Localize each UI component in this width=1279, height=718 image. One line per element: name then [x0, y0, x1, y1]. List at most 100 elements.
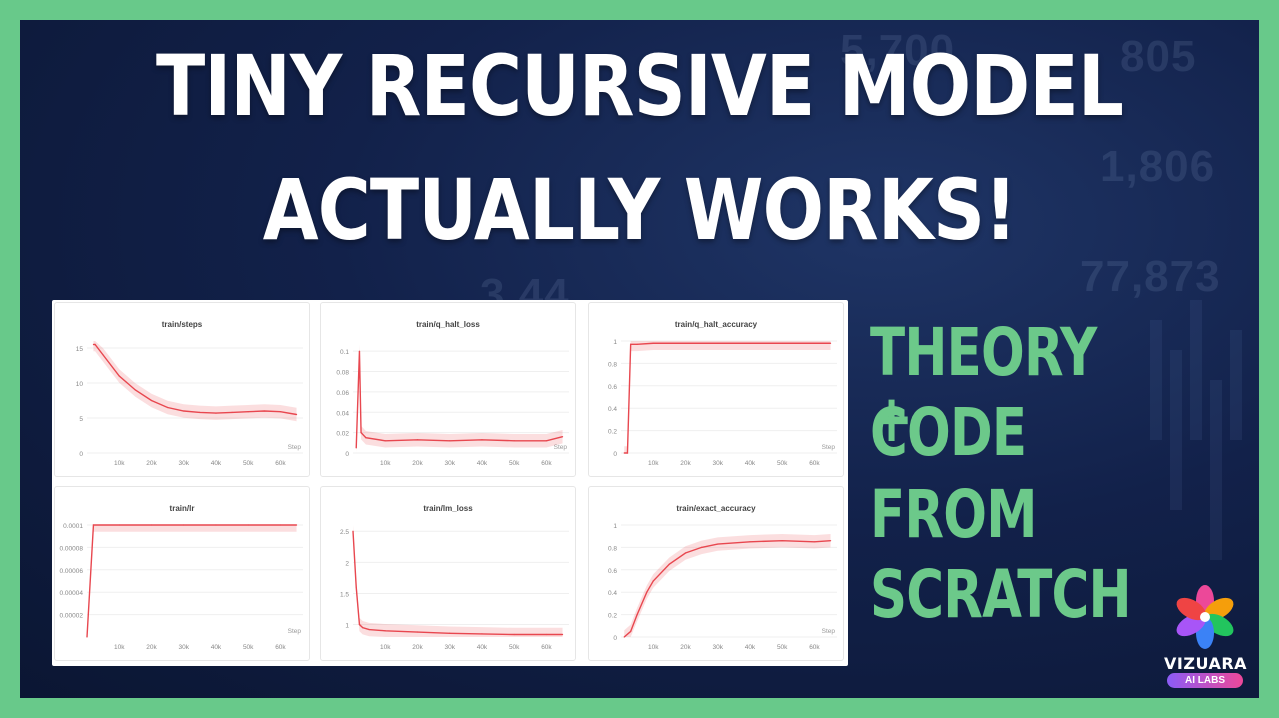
data-point — [646, 591, 648, 593]
y-tick-label: 1 — [345, 623, 349, 630]
data-point — [215, 412, 217, 414]
data-point — [545, 440, 548, 442]
bg-bar — [1190, 300, 1202, 440]
chart-lr: 0.00002 0.00004 0.00006 0.00008 0.0001 10k 20k… — [60, 523, 303, 651]
data-point — [215, 524, 217, 526]
data-point — [717, 543, 719, 545]
data-point — [636, 614, 638, 616]
x-tick-label: 30k — [712, 460, 723, 467]
data-point — [652, 580, 654, 582]
x-tick-label: 60k — [541, 644, 552, 651]
bg-bar — [1230, 330, 1242, 440]
y-tick-label: 0.8 — [608, 545, 617, 552]
data-point — [623, 452, 625, 454]
x-tick-label: 60k — [541, 460, 552, 467]
chart-title: train/lr — [169, 504, 195, 513]
data-point — [626, 452, 629, 454]
y-tick-label: 0.04 — [336, 410, 349, 417]
series-band — [624, 533, 831, 637]
x-tick-label: 10k — [648, 460, 659, 467]
data-point — [545, 633, 548, 636]
x-tick-label: 40k — [477, 460, 488, 467]
data-point — [813, 342, 816, 344]
chart-title: train/exact_accuracy — [676, 504, 756, 513]
data-point — [749, 541, 751, 543]
y-tick-label: 1.5 — [340, 591, 349, 598]
x-tick-label: 30k — [444, 460, 455, 467]
data-point — [86, 636, 88, 638]
bg-bar — [1150, 320, 1162, 440]
bg-number: 1,806 — [1100, 142, 1216, 191]
data-point — [717, 342, 719, 344]
side-text-theory: THEORY + — [870, 314, 1097, 457]
data-point — [513, 440, 515, 442]
series-line — [86, 524, 297, 638]
data-point — [813, 541, 816, 543]
x-tick-label: 10k — [380, 644, 391, 651]
y-tick-label: 0.2 — [608, 429, 617, 436]
data-point — [118, 375, 120, 377]
bg-bar — [1170, 350, 1182, 510]
data-point — [384, 630, 386, 632]
series-line — [93, 343, 297, 416]
x-tick-label: 40k — [211, 460, 222, 467]
data-point — [166, 406, 169, 409]
data-point — [134, 389, 136, 391]
x-tick-label: 20k — [680, 644, 691, 651]
y-tick-label: 0.00004 — [60, 590, 84, 597]
x-tick-label: 60k — [275, 460, 286, 467]
series-line — [355, 351, 563, 448]
x-tick-label: 60k — [809, 460, 820, 467]
headline-line-1: TINY RECURSIVE MODEL — [155, 37, 1124, 135]
data-point — [630, 630, 632, 632]
data-point — [358, 350, 361, 352]
y-tick-label: 0.00002 — [60, 613, 84, 620]
data-point — [150, 524, 153, 526]
chart-panel-steps: train/steps 0 5 10 15 10k 20k 30k 40k 50k 60k Step — [54, 302, 310, 477]
data-point — [263, 410, 265, 412]
y-tick-label: 0.6 — [608, 384, 617, 391]
data-point — [199, 411, 201, 413]
data-point — [358, 623, 361, 626]
chart-panel-exact-accuracy: train/exact_accuracy 0 0.2 0.4 0.6 0.8 1 10k 20… — [588, 486, 844, 661]
x-tick-label: 40k — [745, 644, 756, 651]
y-tick-label: 0.4 — [608, 406, 617, 413]
x-tick-label: 50k — [777, 644, 788, 651]
data-point — [279, 411, 282, 413]
side-text-scratch: SCRATCH — [870, 556, 1132, 633]
brand-tagline: AI LABS — [1167, 673, 1243, 688]
y-tick-label: 0.06 — [336, 390, 349, 397]
y-tick-label: 0.4 — [608, 590, 617, 597]
y-tick-label: 0.00008 — [60, 545, 84, 552]
x-axis-label: Step — [822, 444, 836, 451]
data-point — [684, 342, 687, 344]
y-tick-label: 1 — [613, 339, 617, 346]
data-point — [183, 410, 185, 412]
x-tick-label: 20k — [412, 644, 423, 651]
x-tick-label: 10k — [648, 644, 659, 651]
data-point — [365, 437, 367, 439]
data-point — [416, 439, 419, 441]
series-band — [87, 525, 297, 637]
data-point — [481, 633, 483, 635]
data-point — [829, 342, 832, 344]
chart-lm-loss: 1 1.5 2 2.5 10k 20k 30k 40k 50k 60k — [340, 525, 569, 651]
data-point — [295, 413, 298, 416]
x-tick-label: 20k — [412, 460, 423, 467]
x-tick-label: 20k — [146, 644, 157, 651]
chart-steps: 0 5 10 15 10k 20k 30k 40k 50k 60k Step — [76, 341, 303, 467]
data-point — [355, 586, 357, 588]
data-point — [231, 411, 233, 413]
x-tick-label: 10k — [114, 644, 125, 651]
y-tick-label: 2.5 — [340, 529, 349, 536]
data-point — [92, 524, 95, 526]
data-point — [295, 524, 298, 526]
series-band — [624, 341, 831, 453]
headline-line-2: ACTUALLY WORKS! — [262, 161, 1017, 259]
y-tick-label: 0 — [613, 635, 617, 642]
y-tick-label: 2 — [345, 560, 349, 567]
y-tick-label: 0 — [613, 451, 617, 458]
y-tick-label: 0.1 — [340, 349, 349, 356]
y-tick-label: 0.6 — [608, 568, 617, 575]
data-point — [668, 563, 670, 565]
